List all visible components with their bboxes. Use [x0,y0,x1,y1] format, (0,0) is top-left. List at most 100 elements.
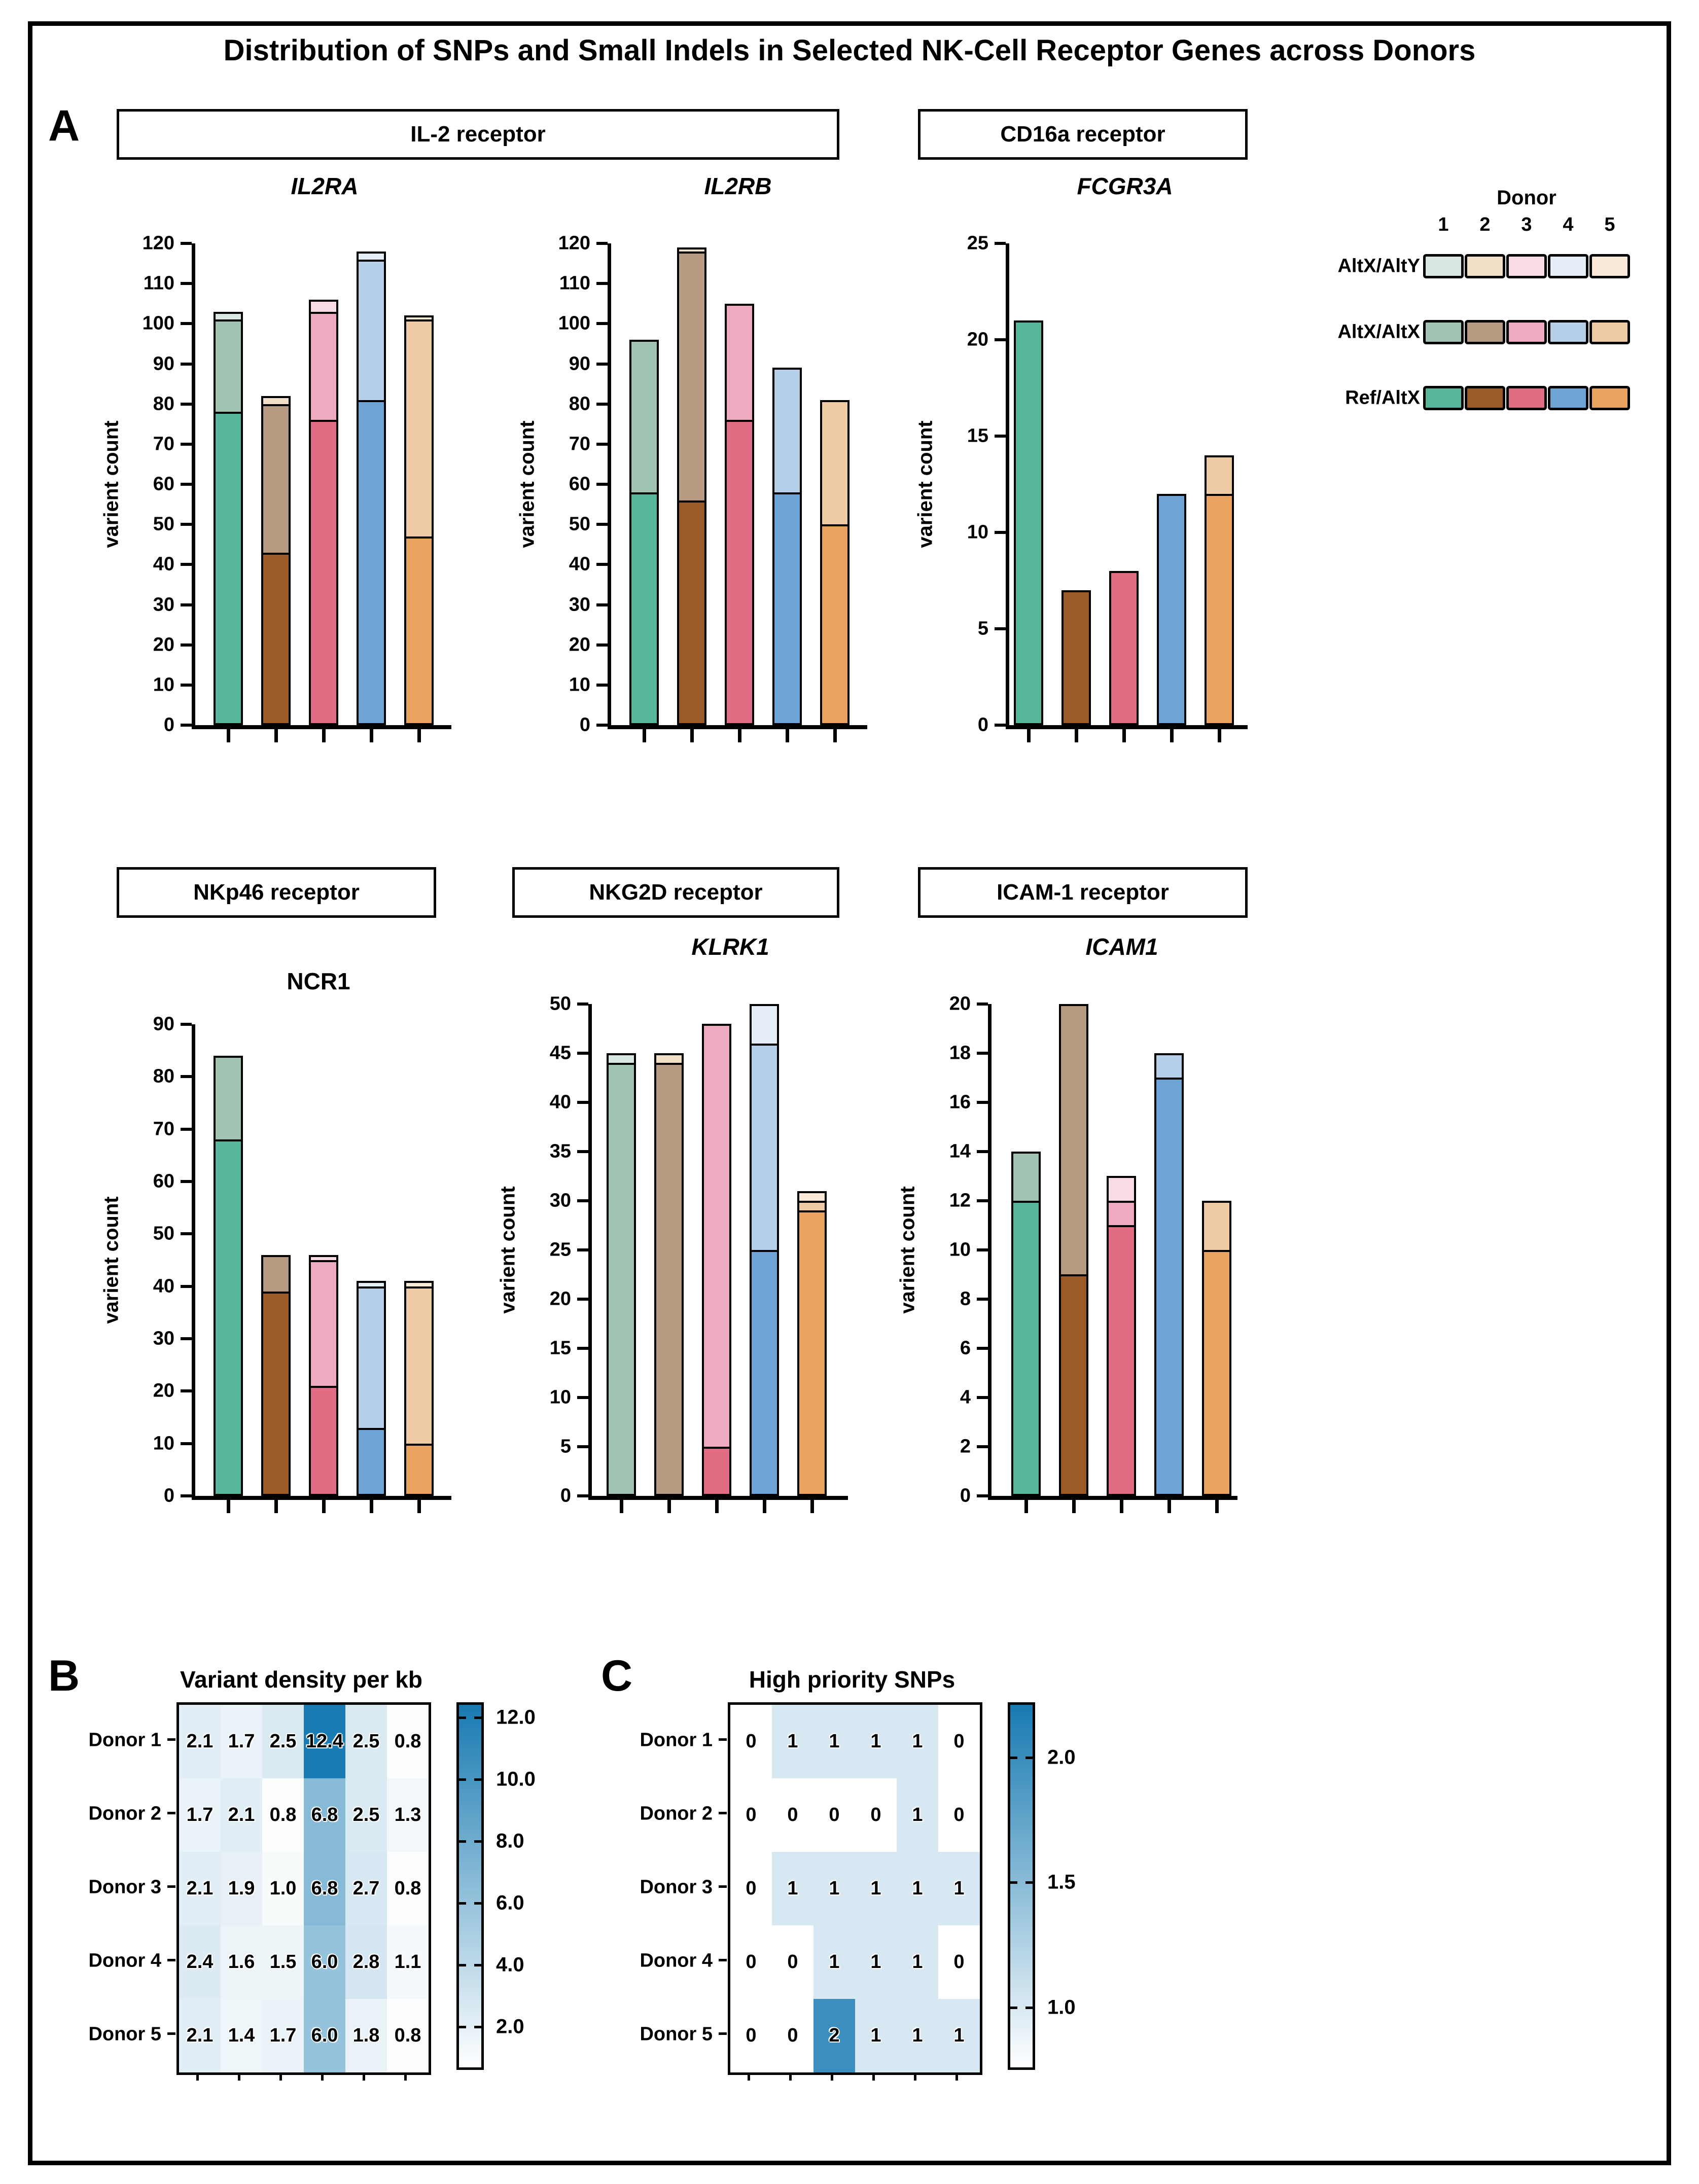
x-axis-tick [810,1500,814,1513]
y-axis-tick [596,563,608,566]
x-axis-tick [417,1500,421,1513]
colorbar-tick [459,2025,466,2028]
y-axis-tick [596,643,608,647]
legend-donor-number: 2 [1479,214,1491,235]
heatmap-cell-value: 1 [912,1731,923,1752]
y-axis-tick [577,1052,588,1055]
heatmap-cell: 1 [938,1999,980,2072]
legend-swatch [1548,320,1588,344]
colorbar-tick-label: 2.0 [496,2015,524,2038]
y-axis-tick [977,1494,988,1497]
y-axis-tick-label: 110 [143,272,174,294]
bar-segment-altx-altx [357,1286,386,1430]
y-axis-tick-label: 45 [549,1042,571,1064]
x-axis-tick [227,729,230,742]
bar-segment-altx-altx [725,304,754,422]
heatmap-cell: 0 [938,1925,980,1999]
bar-segment-altx-altx [772,368,802,494]
y-axis-tick-label: 6 [960,1337,971,1359]
heatmap-col-tick [955,2072,958,2081]
receptor-box-cd16a: CD16a receptor [918,109,1248,160]
y-axis-tick [181,402,192,406]
heatmap-row-tick [167,1811,175,1814]
heatmap-cell-value: 12.4 [306,1731,343,1752]
heatmap-cell-value: 1 [829,1878,840,1899]
y-axis-tick-label: 0 [163,1485,174,1507]
heatmap-cell-value: 1.5 [269,1951,297,1973]
bar-segment-altx-altx [702,1024,731,1449]
x-axis-tick [786,729,789,742]
bar-segment-ref-altx [702,1447,731,1496]
y-axis-tick [596,362,608,366]
legend-donor-number: 1 [1438,214,1449,235]
heatmap-row-label: Donor 3 [640,1876,713,1897]
y-axis-tick-label: 100 [142,312,174,334]
y-axis-tick [181,603,192,606]
heatmap-cell: 1.4 [221,1999,262,2072]
colorbar-tick [474,2025,481,2028]
bar-segment-altx-altx [654,1063,684,1496]
heatmap-cell: 2.5 [345,1778,387,1852]
y-axis-tick-label: 15 [967,425,988,447]
heatmap-cell-value: 0 [746,1878,757,1899]
heatmap-cell: 1 [813,1925,855,1999]
heatmap-cell-value: 0 [787,1951,798,1973]
heatmap-cell-value: 2 [829,2025,840,2046]
heatmap-row-label: Donor 5 [88,2023,161,2045]
colorbar-tick [474,1963,481,1966]
y-axis-tick-label: 30 [549,1190,571,1211]
legend-row-label: AltX/AltY [1337,255,1420,277]
heatmap-cell: 2.7 [345,1852,387,1925]
y-axis-tick [977,1150,988,1153]
legend-swatch [1423,254,1464,278]
x-axis-tick [417,729,421,742]
y-axis-tick-label: 2 [960,1436,971,1457]
bar-segment-ref-altx [404,1444,434,1496]
x-axis-tick [1027,729,1031,742]
y-axis-tick [977,1445,988,1448]
colorbar-tick [459,1840,466,1843]
heatmap-col-tick [748,2072,750,2081]
heatmap-cell: 1 [855,1852,897,1925]
heatmap-cell-value: 0 [829,1804,840,1825]
y-axis-tick [977,1052,988,1055]
heatmap-cell-value: 1.3 [394,1804,421,1825]
bar-segment-altx-altx [214,1056,243,1141]
y-axis-tick-label: 0 [560,1485,571,1507]
legend-swatch [1423,386,1464,410]
heatmap-title: High priority SNPs [749,1666,955,1693]
bar-segment-ref-altx [677,500,706,725]
heatmap-grid: 0 1 1 1 1 0 0 0 0 0 1 0 0 1 1 1 1 1 0 0 1 1 1 0 0 0 2 1 1 1 [728,1702,982,2075]
y-axis-line [192,1024,195,1500]
heatmap-row-tick [719,1811,727,1814]
heatmap-cell-value: 1 [912,2025,923,2046]
bar-segment-ref-altx [214,1139,243,1496]
y-axis-tick-label: 16 [949,1091,971,1113]
colorbar-tick [459,1963,466,1966]
y-axis-tick-label: 10 [153,674,174,696]
y-axis-tick [995,435,1006,438]
heatmap-row-label: Donor 4 [88,1950,161,1971]
bar-segment-altx-altx [1202,1201,1231,1252]
y-axis-line [192,243,195,729]
heatmap-cell-value: 6.0 [311,2025,338,2046]
chart-title: FCGR3A [1077,173,1173,199]
y-axis-tick [181,483,192,486]
y-axis-tick [181,523,192,526]
legend-swatch [1506,254,1547,278]
bar-segment-ref-altx [1059,1274,1088,1496]
x-axis-tick [1120,1500,1123,1513]
heatmap-cell-value: 6.0 [311,1951,338,1973]
heatmap-cell: 0 [813,1778,855,1852]
x-axis-tick [1024,1500,1028,1513]
heatmap-cell-value: 0 [953,1731,965,1752]
heatmap-cell: 1.7 [221,1705,262,1778]
heatmap-row-label: Donor 1 [640,1729,713,1750]
heatmap-cell-value: 1 [912,1951,923,1973]
bar-segment-altx-altx [1154,1053,1184,1080]
y-axis-tick-label: 5 [560,1436,571,1457]
bar-segment-ref-altx [261,553,291,725]
heatmap-cell-value: 0.8 [269,1804,297,1825]
heatmap-row-tick [167,2032,175,2035]
x-axis-tick [1075,729,1078,742]
